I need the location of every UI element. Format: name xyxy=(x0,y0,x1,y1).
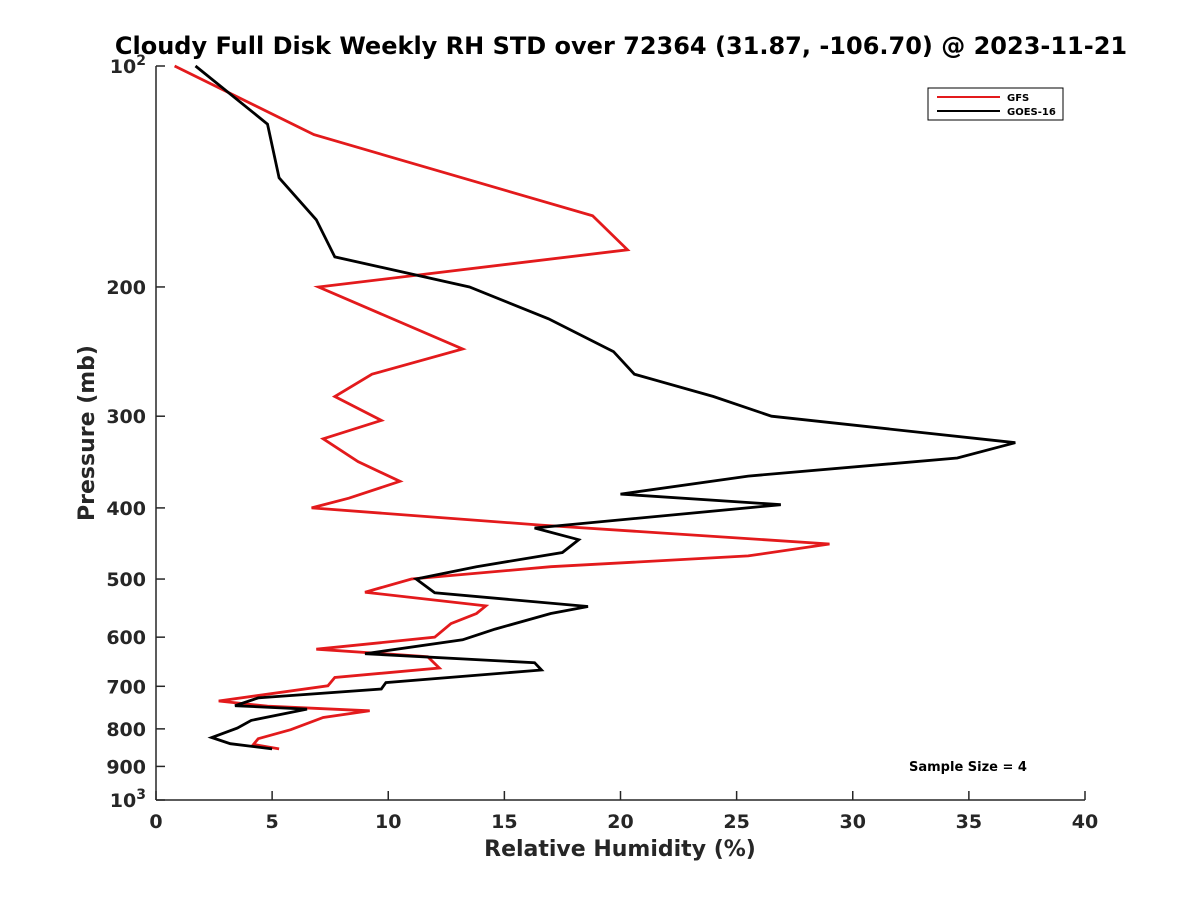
x-tick-label: 30 xyxy=(840,811,866,833)
y-tick-label: 103 xyxy=(110,787,146,812)
sample-size-annotation: Sample Size = 4 xyxy=(909,760,1027,775)
y-axis-label: Pressure (mb) xyxy=(75,345,100,521)
series-line-gfs xyxy=(173,64,830,751)
legend-label-gfs: GFS xyxy=(1007,93,1029,104)
series-layer xyxy=(173,64,1016,751)
x-tick-label: 25 xyxy=(723,811,749,833)
x-tick-label: 20 xyxy=(607,811,633,833)
legend-box xyxy=(927,87,1064,121)
y-tick-label: 300 xyxy=(106,406,146,428)
x-tick-label: 35 xyxy=(956,811,982,833)
legend-label-goes-16: GOES-16 xyxy=(1007,107,1056,118)
legend: GFS GOES-16 xyxy=(927,87,1064,121)
x-axis-ticks: 0 5 10 15 20 25 30 35 40 xyxy=(149,791,1098,833)
x-tick-label: 0 xyxy=(149,811,162,833)
series-line-goes-16 xyxy=(194,64,1016,751)
y-tick-label: 900 xyxy=(106,756,146,778)
x-tick-label: 15 xyxy=(491,811,517,833)
y-tick-label: 700 xyxy=(106,676,146,698)
y-tick-label: 600 xyxy=(106,627,146,649)
y-tick-label: 102 xyxy=(110,53,146,78)
x-tick-label: 40 xyxy=(1072,811,1098,833)
chart-title: Cloudy Full Disk Weekly RH STD over 7236… xyxy=(115,32,1127,60)
x-tick-label: 10 xyxy=(375,811,401,833)
y-tick-label: 200 xyxy=(106,277,146,299)
x-axis-label: Relative Humidity (%) xyxy=(484,837,756,862)
y-tick-label: 400 xyxy=(106,498,146,520)
y-tick-label: 500 xyxy=(106,569,146,591)
y-axis-ticks: 102 200 300 400 500 600 700 800 900 103 xyxy=(106,53,165,812)
x-tick-label: 5 xyxy=(266,811,279,833)
y-tick-label: 800 xyxy=(106,719,146,741)
